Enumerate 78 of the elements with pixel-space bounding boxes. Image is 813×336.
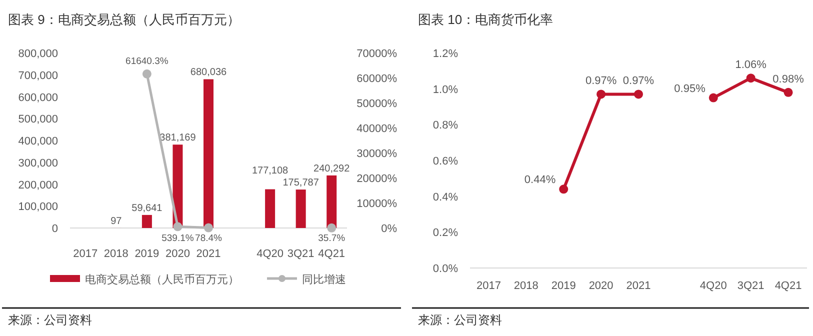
x-tick-label: 4Q20	[256, 248, 284, 260]
source-note: 来源：公司资料	[8, 313, 92, 327]
data-label: 35.7%	[318, 233, 346, 244]
y2-tick-label: 30000%	[356, 148, 398, 160]
y2-tick-label: 0%	[381, 223, 398, 235]
y2-tick-label: 60000%	[356, 73, 398, 85]
y-tick-label: 200,000	[18, 179, 58, 192]
y-tick-label: 700,000	[18, 70, 58, 82]
y-tick-label: 0.4%	[432, 191, 458, 204]
x-tick-label: 2019	[134, 248, 160, 260]
x-tick-label: 2021	[626, 280, 651, 292]
x-tick-label: 2017	[73, 248, 98, 260]
x-tick-label: 4Q21	[774, 280, 802, 292]
y-tick-label: 300,000	[18, 157, 58, 170]
x-tick-label: 2018	[104, 248, 128, 260]
point	[634, 90, 643, 99]
x-tick-label: 2019	[551, 280, 576, 292]
y-tick-label: 0.2%	[432, 227, 458, 240]
data-label: 59,641	[132, 202, 163, 214]
data-label: 0.97%	[585, 75, 617, 88]
y-tick-label: 800,000	[18, 48, 58, 60]
data-label: 177,108	[252, 165, 289, 176]
y-tick-label: 600,000	[18, 92, 58, 104]
point	[142, 69, 152, 78]
chart-title: 图表 9：电商交易总额（人民币百万元）	[8, 12, 240, 27]
point	[708, 93, 718, 102]
y2-tick-label: 40000%	[356, 123, 398, 135]
data-label: 175,787	[282, 178, 320, 189]
data-label: 240,292	[314, 163, 350, 174]
data-label: 680,036	[190, 67, 228, 78]
bar	[326, 175, 337, 228]
x-tick-label: 4Q20	[700, 280, 727, 292]
source-note: 来源：公司资料	[418, 313, 502, 327]
data-label: 78.4%	[195, 233, 223, 244]
bar	[296, 190, 306, 228]
y-tick-label: 0.0%	[432, 263, 458, 275]
data-label: 539.1%	[162, 233, 194, 244]
point	[327, 223, 336, 232]
x-tick-label: 3Q21	[287, 248, 314, 260]
x-tick-label: 2018	[514, 280, 538, 292]
y-tick-label: 500,000	[18, 114, 58, 126]
data-label: 381,169	[160, 132, 196, 144]
x-tick-label: 2021	[196, 248, 221, 260]
data-label: 0.98%	[772, 73, 804, 86]
data-label: 97	[110, 216, 122, 227]
x-tick-label: 2017	[476, 280, 501, 292]
data-label: 1.06%	[735, 59, 767, 72]
bar	[265, 189, 276, 228]
data-label: 0.44%	[524, 174, 556, 186]
y-tick-label: 1.0%	[432, 84, 458, 96]
y2-tick-label: 50000%	[356, 98, 398, 110]
y-tick-label: 0	[52, 223, 58, 235]
x-tick-label: 3Q21	[737, 280, 764, 292]
y-tick-label: 0.6%	[432, 156, 458, 168]
point	[596, 90, 606, 99]
data-label: 61640.3%	[126, 56, 169, 67]
y-tick-label: 400,000	[18, 136, 58, 148]
bar	[204, 79, 214, 228]
point	[204, 223, 213, 232]
legend-label: 同比增速	[302, 273, 346, 286]
data-label: 0.97%	[622, 75, 654, 88]
chart-title: 图表 10：电商货币化率	[418, 12, 554, 27]
x-tick-label: 4Q21	[318, 248, 346, 260]
x-tick-label: 2020	[165, 248, 190, 260]
data-label: 0.95%	[674, 82, 706, 95]
x-tick-label: 2020	[588, 280, 614, 292]
y2-tick-label: 20000%	[356, 173, 398, 185]
point	[173, 222, 182, 232]
point	[784, 88, 793, 97]
legend-label: 电商交易总额（人民币百万元）	[85, 273, 239, 286]
y2-tick-label: 70000%	[356, 48, 398, 60]
bar	[142, 214, 152, 228]
point	[559, 184, 568, 194]
point	[746, 74, 756, 83]
y2-tick-label: 10000%	[356, 198, 398, 210]
y-tick-label: 1.2%	[432, 48, 458, 60]
y-tick-label: 0.8%	[432, 120, 458, 132]
y-tick-label: 100,000	[18, 201, 58, 214]
